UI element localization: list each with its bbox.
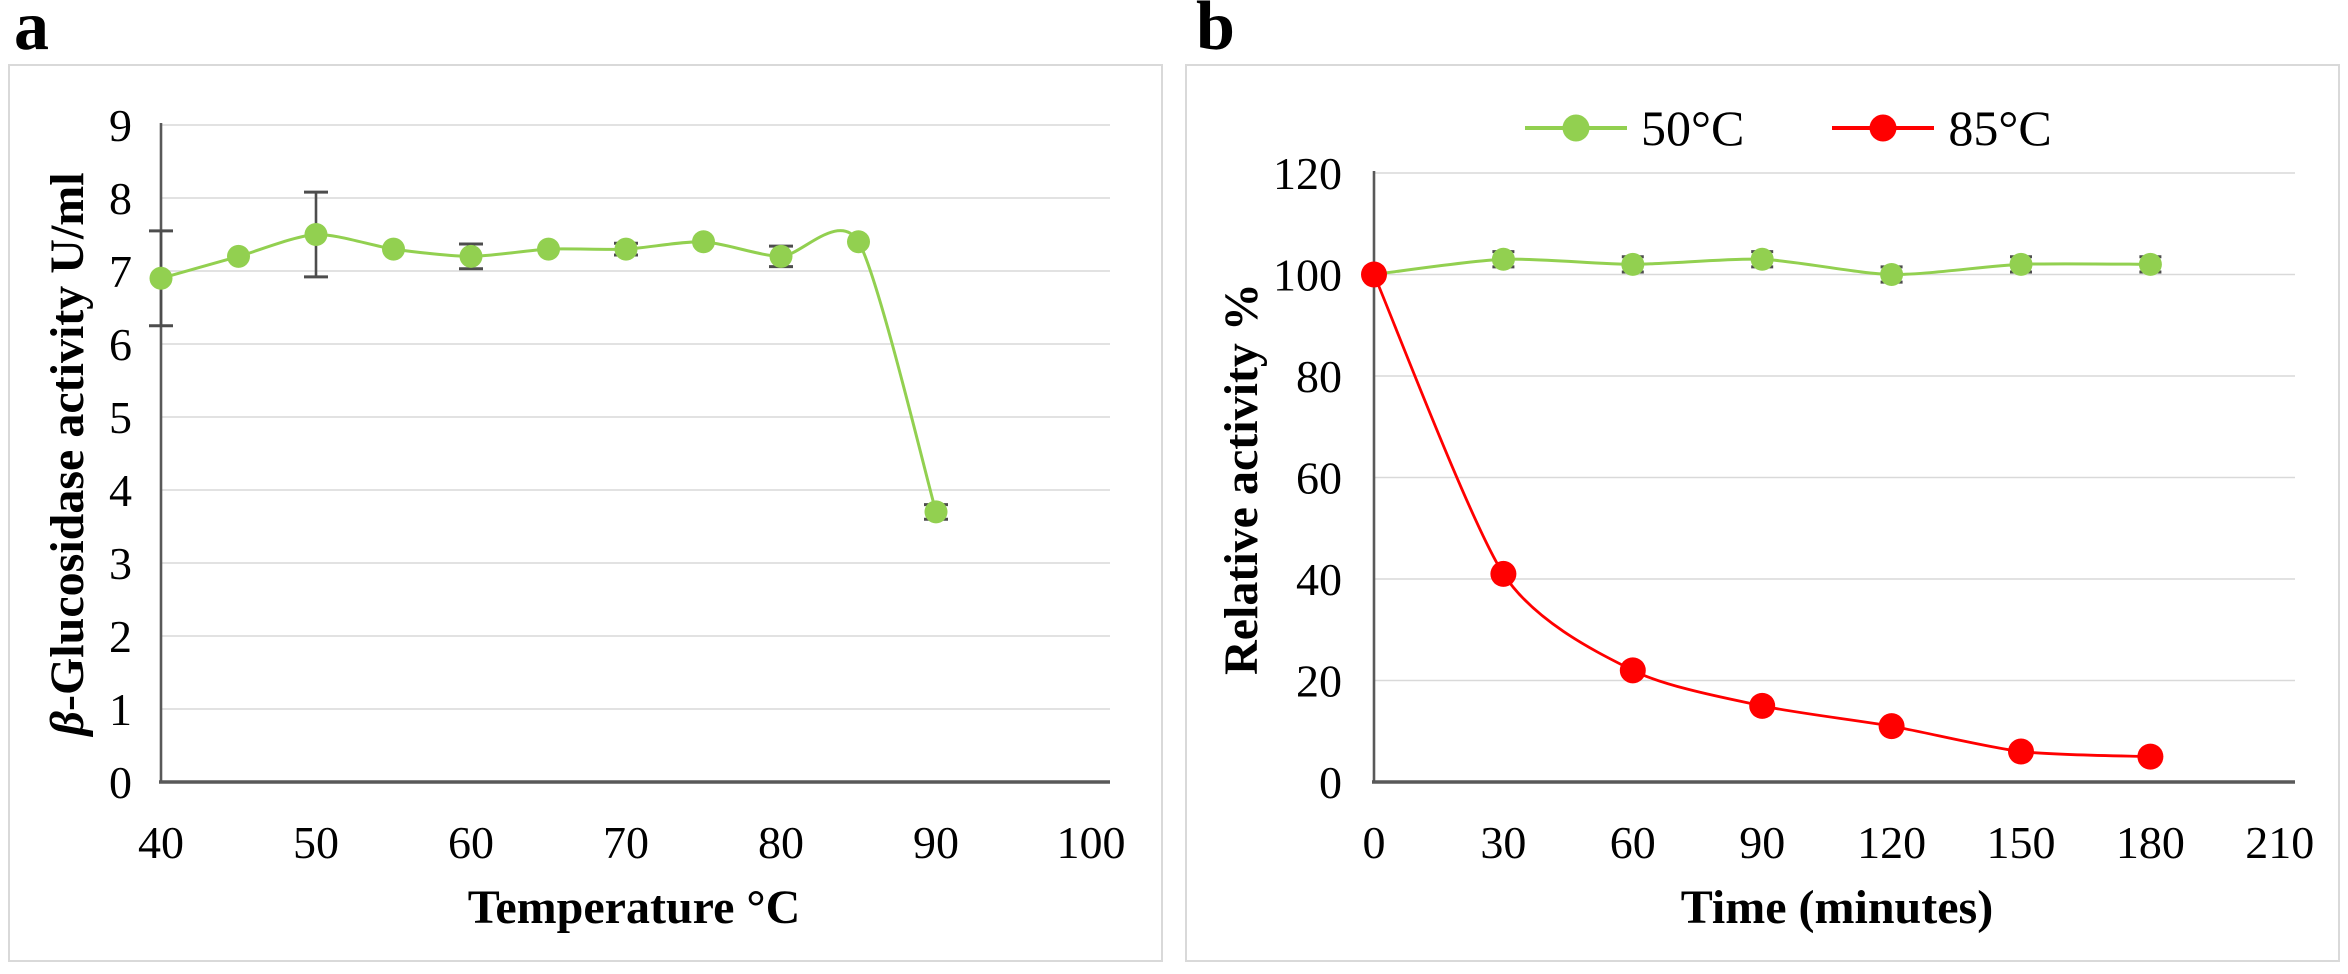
y-tick-label: 20 — [1296, 656, 1342, 707]
gridlines — [1374, 172, 2295, 682]
chart-a-x-axis-title: Temperature °C — [467, 881, 801, 934]
y-tick-label: 80 — [1296, 351, 1342, 402]
data-point-marker — [1749, 692, 1776, 719]
x-tick-label: 90 — [913, 817, 959, 868]
series-line-85°C — [1372, 273, 2151, 759]
y-tick-label: 60 — [1296, 453, 1342, 504]
legend-line-swatch-green — [1525, 114, 1627, 142]
x-tick-label: 60 — [448, 817, 494, 868]
data-point-marker — [149, 266, 173, 290]
y-tick-label: 120 — [1273, 148, 1342, 199]
data-point-marker — [459, 244, 483, 268]
legend-item-85c: 85°C — [1832, 100, 2052, 156]
data-point-marker — [1880, 263, 1904, 286]
chart-b-legend: 50°C 85°C — [1525, 100, 2052, 156]
x-tick-labels: 0 30 60 90 120 150 180 210 — [1363, 817, 2315, 868]
x-tick-label: 150 — [1986, 817, 2055, 868]
x-tick-label: 90 — [1739, 817, 1785, 868]
data-point-marker — [1491, 247, 1515, 271]
y-tick-label: 3 — [109, 538, 132, 589]
series-markers-85°C — [1361, 261, 2164, 770]
beta-symbol: β — [41, 711, 94, 736]
data-point-marker — [382, 237, 405, 261]
x-tick-label: 0 — [1363, 817, 1386, 868]
y-tick-label: 0 — [1319, 757, 1342, 808]
chart-b-plot-area: 0 20 40 60 80 100 120 0 30 60 90 120 150 180 210 — [1273, 148, 2315, 868]
data-point-marker — [847, 230, 870, 254]
panel-a-letter: a — [14, 0, 49, 65]
x-tick-label: 60 — [1610, 817, 1656, 868]
series-markers-50°C — [1362, 247, 2162, 286]
x-tick-label: 210 — [2245, 817, 2314, 868]
legend-marker-green-icon — [1562, 114, 1590, 142]
data-point-marker — [1490, 560, 1517, 587]
y-tick-label: 6 — [109, 319, 132, 370]
y-tick-label: 40 — [1296, 554, 1342, 605]
panel-b-time-chart: 0 20 40 60 80 100 120 0 30 60 90 120 150 180 210 50°C … — [1185, 64, 2340, 962]
x-tick-label: 40 — [138, 817, 184, 868]
y-tick-labels: 0 20 40 60 80 100 120 — [1273, 148, 1342, 808]
y-tick-label: 9 — [109, 100, 132, 151]
y-tick-label: 2 — [109, 611, 132, 662]
y-tick-label: 4 — [109, 465, 132, 516]
x-tick-label: 180 — [2116, 817, 2185, 868]
x-tick-label: 80 — [758, 817, 804, 868]
series-markers-beta-glucosidase-activity — [149, 223, 948, 524]
x-tick-label: 70 — [603, 817, 649, 868]
data-point-marker — [614, 237, 638, 261]
y-tick-label: 1 — [109, 684, 132, 735]
chart-a-plot-area: 0 1 2 3 4 5 6 7 8 9 40 50 60 70 80 90 100 — [109, 100, 1126, 868]
chart-a-y-axis-title-text: -Glucosidase activity U/ml — [41, 172, 94, 712]
y-tick-label: 5 — [109, 392, 132, 443]
legend-label-50c: 50°C — [1641, 100, 1745, 156]
data-point-marker — [1750, 247, 1774, 271]
data-point-marker — [1619, 657, 1646, 684]
data-point-marker — [537, 237, 560, 261]
data-point-marker — [227, 244, 250, 268]
chart-b-y-axis-title: Relative activity % — [1215, 283, 1268, 675]
y-tick-label: 7 — [109, 246, 132, 297]
legend-line-swatch-red — [1832, 114, 1935, 142]
legend-label-85c: 85°C — [1948, 100, 2052, 156]
data-point-marker — [1621, 252, 1645, 276]
data-point-marker — [1361, 261, 1387, 288]
panel-b-letter: b — [1196, 0, 1235, 65]
data-point-marker — [924, 500, 948, 524]
y-tick-label: 100 — [1273, 250, 1342, 301]
data-point-marker — [692, 230, 715, 254]
data-point-marker — [1878, 713, 1905, 740]
y-tick-labels: 0 1 2 3 4 5 6 7 8 9 — [109, 100, 132, 808]
chart-a-y-axis-title: β-Glucosidase activity U/ml — [38, 4, 98, 904]
x-tick-label: 30 — [1480, 817, 1526, 868]
y-tick-label: 0 — [109, 757, 132, 808]
data-point-marker — [2137, 743, 2164, 770]
data-point-marker — [2007, 738, 2034, 765]
gridlines — [161, 124, 1110, 710]
data-point-marker — [769, 244, 793, 268]
data-point-marker — [2138, 252, 2162, 276]
series-line-beta-glucosidase-activity — [160, 229, 938, 513]
y-tick-label: 8 — [109, 173, 132, 224]
x-tick-label: 120 — [1857, 817, 1926, 868]
x-tick-label: 50 — [293, 817, 339, 868]
legend-marker-red-icon — [1869, 114, 1897, 142]
x-tick-label: 100 — [1057, 817, 1126, 868]
data-point-marker — [304, 223, 328, 246]
legend-item-50c: 50°C — [1525, 100, 1745, 156]
panel-a-temperature-chart: 0 1 2 3 4 5 6 7 8 9 40 50 60 70 80 90 100 β-Glucosidase … — [8, 64, 1163, 962]
x-tick-labels: 40 50 60 70 80 90 100 — [138, 817, 1126, 868]
chart-b-x-axis-title: Time (minutes) — [1680, 881, 1994, 934]
data-point-marker — [2009, 252, 2033, 276]
